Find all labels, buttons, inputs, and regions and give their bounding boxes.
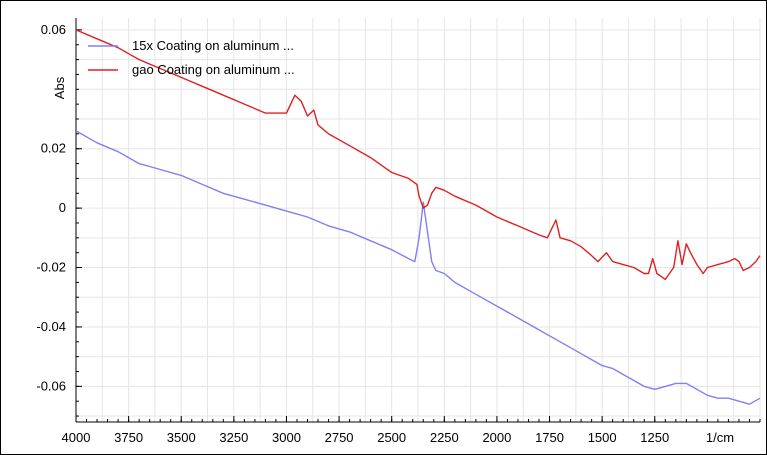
x-tick-label: 1250 <box>640 430 669 445</box>
x-tick-label: 1500 <box>588 430 617 445</box>
y-axis-label: Abs <box>52 76 67 99</box>
x-tick-label: 3000 <box>272 430 301 445</box>
x-tick-label: 2250 <box>430 430 459 445</box>
series-line-2 <box>75 29 761 281</box>
x-tick-label: 1750 <box>535 430 564 445</box>
y-tick-label: -0.02 <box>36 260 66 275</box>
x-tick-label: 4000 <box>62 430 91 445</box>
axes: 4000 3750 3500 3250 3000 2750 2500 2250 2000 1750… <box>36 18 761 445</box>
legend-label-2: gao Coating on aluminum ... <box>132 62 295 77</box>
legend: 15x Coating on aluminum ... gao Coating o… <box>88 38 295 77</box>
y-tick-label: 0.06 <box>41 22 66 37</box>
grid <box>75 18 761 422</box>
x-tick-label: 3750 <box>114 430 143 445</box>
x-tick-label: 2000 <box>482 430 511 445</box>
y-tick-label: -0.04 <box>36 319 66 334</box>
series <box>75 29 761 405</box>
legend-label-1: 15x Coating on aluminum ... <box>132 38 294 53</box>
series-line-1 <box>75 130 761 405</box>
y-tick-label: -0.06 <box>36 378 66 393</box>
x-axis-label: 1/cm <box>706 430 734 445</box>
y-tick-label: 0 <box>59 200 66 215</box>
x-tick-label: 2500 <box>377 430 406 445</box>
x-tick-label: 2750 <box>325 430 354 445</box>
y-tick-label: 0.02 <box>41 141 66 156</box>
x-tick-label: 3500 <box>167 430 196 445</box>
x-tick-label: 3250 <box>219 430 248 445</box>
